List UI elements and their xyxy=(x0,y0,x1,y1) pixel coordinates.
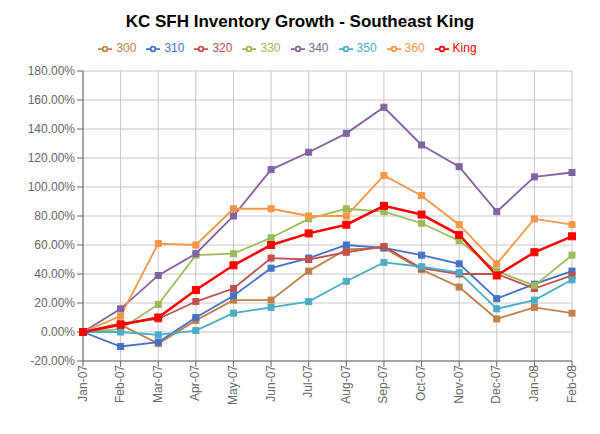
html-text:310: 310 xyxy=(164,41,185,55)
svg-text:0.00%: 0.00% xyxy=(41,325,75,339)
svg-text:160.00%: 160.00% xyxy=(28,93,76,107)
svg-text:Oct-07: Oct-07 xyxy=(414,365,428,401)
svg-text:Nov-07: Nov-07 xyxy=(452,365,466,404)
svg-text:Jan-08: Jan-08 xyxy=(527,365,541,402)
html-text:360: 360 xyxy=(404,41,425,55)
svg-text:140.00%: 140.00% xyxy=(28,122,76,136)
svg-text:180.00%: 180.00% xyxy=(28,64,76,78)
html-text:King: King xyxy=(452,41,477,55)
svg-text:Aug-07: Aug-07 xyxy=(339,365,353,404)
svg-text:Feb-07: Feb-07 xyxy=(113,365,127,403)
svg-text:Jun-07: Jun-07 xyxy=(264,365,278,402)
svg-text:120.00%: 120.00% xyxy=(28,151,76,165)
svg-text:20.00%: 20.00% xyxy=(34,296,75,310)
svg-text:Apr-07: Apr-07 xyxy=(188,365,202,401)
html-text:350: 350 xyxy=(356,41,377,55)
html-text:KC SFH Inventory Growth - Sout: KC SFH Inventory Growth - Southeast King xyxy=(125,12,475,31)
html-text:300: 300 xyxy=(116,41,137,55)
svg-text:80.00%: 80.00% xyxy=(34,209,75,223)
html-text:340: 340 xyxy=(308,41,329,55)
svg-text:Dec-07: Dec-07 xyxy=(489,365,503,404)
svg-text:May-07: May-07 xyxy=(226,365,240,405)
svg-text:40.00%: 40.00% xyxy=(34,267,75,281)
svg-text:-20.00%: -20.00% xyxy=(30,354,75,368)
svg-text:Jul-07: Jul-07 xyxy=(301,365,315,398)
html-text:320: 320 xyxy=(212,41,233,55)
svg-text:Mar-07: Mar-07 xyxy=(151,365,165,403)
svg-text:100.00%: 100.00% xyxy=(28,180,76,194)
svg-text:Jan-07: Jan-07 xyxy=(76,365,90,402)
svg-text:60.00%: 60.00% xyxy=(34,238,75,252)
html-text:330: 330 xyxy=(260,41,281,55)
svg-text:Feb-08: Feb-08 xyxy=(565,365,579,403)
svg-text:Sep-07: Sep-07 xyxy=(376,365,390,404)
